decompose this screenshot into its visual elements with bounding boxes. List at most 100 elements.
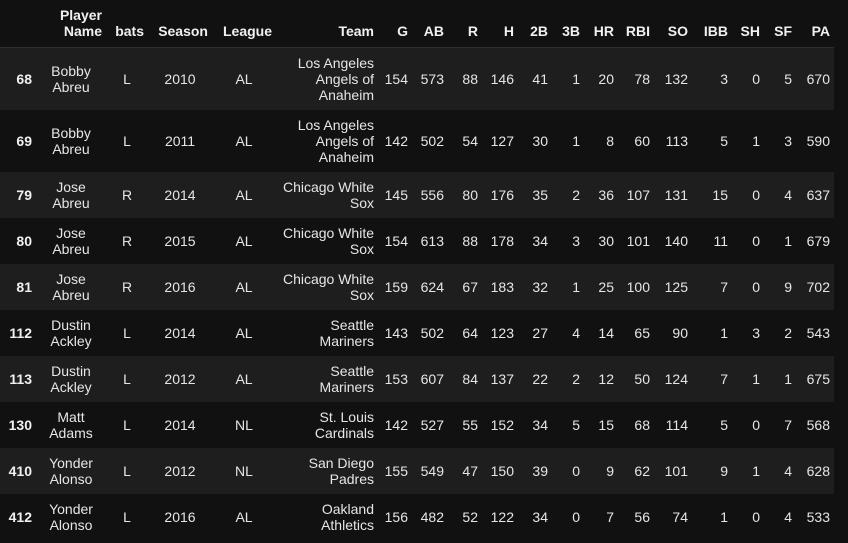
cell-ibb: 5 xyxy=(720,132,728,149)
cell-bats: L xyxy=(123,370,131,387)
cell-r: 84 xyxy=(462,370,478,387)
cell-season: 2014 xyxy=(164,324,196,341)
header-3b: 3B xyxy=(552,0,584,48)
table-row: 130 Matt Adams L 2014 NL St. Louis Cardinals 1… xyxy=(0,401,834,448)
cell-3b: 3 xyxy=(572,232,580,249)
header-r: R xyxy=(448,0,482,48)
cell-team: Chicago White Sox xyxy=(282,178,374,211)
cell-team: St. Louis Cardinals xyxy=(314,408,374,441)
header-ibb: IBB xyxy=(692,0,732,48)
cell-3b: 2 xyxy=(572,186,580,203)
cell-sh: 0 xyxy=(752,186,760,203)
header-row: Player Name bats Season League Team G AB… xyxy=(0,0,834,48)
table-row: 412 Yonder Alonso L 2016 AL Oakland Athletics… xyxy=(0,493,834,540)
cell-ab: 502 xyxy=(420,132,444,149)
cell-ibb: 11 xyxy=(713,232,728,249)
cell-pa: 679 xyxy=(806,232,830,249)
cell-player-name: Matt Adams xyxy=(49,408,93,441)
cell-h: 122 xyxy=(490,508,514,525)
cell-index: 81 xyxy=(16,278,32,295)
cell-h: 152 xyxy=(490,416,514,433)
cell-2b: 34 xyxy=(532,508,548,525)
cell-hr: 36 xyxy=(598,186,614,203)
cell-2b: 35 xyxy=(532,186,548,203)
cell-r: 88 xyxy=(462,232,478,249)
cell-sh: 0 xyxy=(752,232,760,249)
header-league: League xyxy=(212,0,276,48)
cell-ab: 549 xyxy=(420,462,444,479)
cell-ibb: 9 xyxy=(720,462,728,479)
cell-sf: 9 xyxy=(784,278,792,295)
cell-r: 88 xyxy=(462,70,478,87)
cell-season: 2014 xyxy=(164,416,196,433)
cell-player-name: Dustin Ackley xyxy=(50,362,92,395)
cell-bats: R xyxy=(121,278,133,295)
cell-season: 2012 xyxy=(164,370,196,387)
cell-rbi: 60 xyxy=(634,132,650,149)
cell-hr: 20 xyxy=(598,70,614,87)
cell-season: 2014 xyxy=(164,186,196,203)
cell-ibb: 1 xyxy=(720,324,728,341)
cell-2b: 39 xyxy=(532,462,548,479)
cell-bats: L xyxy=(123,508,131,525)
cell-h: 146 xyxy=(490,70,514,87)
cell-season: 2011 xyxy=(164,132,196,149)
cell-player-name: Jose Abreu xyxy=(52,270,90,303)
cell-bats: L xyxy=(123,462,131,479)
cell-index: 80 xyxy=(16,232,32,249)
cell-team: Seattle Mariners xyxy=(319,362,374,395)
cell-index: 410 xyxy=(8,462,32,479)
cell-sf: 7 xyxy=(784,416,792,433)
header-index xyxy=(0,0,36,48)
cell-team: Chicago White Sox xyxy=(282,224,374,257)
cell-index: 69 xyxy=(16,132,32,149)
cell-sh: 1 xyxy=(752,462,760,479)
header-sf: SF xyxy=(764,0,796,48)
cell-rbi: 101 xyxy=(626,232,650,249)
cell-pa: 533 xyxy=(806,508,830,525)
cell-so: 74 xyxy=(672,508,688,525)
cell-league: AL xyxy=(235,324,253,341)
cell-g: 154 xyxy=(384,232,408,249)
table-row: 112 Dustin Ackley L 2014 AL Seattle Mariners 1… xyxy=(0,309,834,356)
cell-ab: 482 xyxy=(420,508,444,525)
cell-3b: 1 xyxy=(572,70,580,87)
cell-so: 113 xyxy=(665,132,688,149)
cell-ibb: 7 xyxy=(720,278,728,295)
cell-so: 114 xyxy=(665,416,688,433)
cell-bats: L xyxy=(123,416,131,433)
cell-r: 47 xyxy=(462,462,478,479)
cell-g: 142 xyxy=(384,416,408,433)
cell-r: 80 xyxy=(462,186,478,203)
cell-ibb: 1 xyxy=(720,508,728,525)
cell-pa: 628 xyxy=(806,462,830,479)
cell-player-name: Jose Abreu xyxy=(52,224,90,257)
cell-league: AL xyxy=(235,370,253,387)
cell-league: AL xyxy=(235,278,253,295)
cell-rbi: 68 xyxy=(634,416,650,433)
cell-so: 125 xyxy=(664,278,688,295)
cell-ibb: 15 xyxy=(712,186,728,203)
cell-index: 113 xyxy=(9,370,32,387)
cell-hr: 15 xyxy=(598,416,614,433)
cell-bats: L xyxy=(123,324,131,341)
cell-so: 131 xyxy=(664,186,688,203)
cell-sf: 4 xyxy=(784,508,792,525)
cell-sf: 4 xyxy=(784,186,792,203)
header-sh: SH xyxy=(732,0,764,48)
cell-rbi: 78 xyxy=(634,70,650,87)
cell-sf: 1 xyxy=(784,232,792,249)
cell-season: 2012 xyxy=(164,462,196,479)
cell-3b: 4 xyxy=(572,324,580,341)
cell-team: Los Angeles Angels of Anaheim xyxy=(297,54,374,103)
cell-pa: 543 xyxy=(806,324,830,341)
cell-g: 159 xyxy=(384,278,408,295)
cell-h: 176 xyxy=(490,186,514,203)
table-row: 81 Jose Abreu R 2016 AL Chicago White Sox 159 6… xyxy=(0,263,834,310)
stats-dataframe-table: Player Name bats Season League Team G AB… xyxy=(0,0,834,540)
cell-g: 142 xyxy=(384,132,408,149)
cell-index: 79 xyxy=(16,186,32,203)
table-row: 69 Bobby Abreu L 2011 AL Los Angeles Angels o… xyxy=(0,109,834,172)
cell-2b: 41 xyxy=(532,70,548,87)
cell-rbi: 50 xyxy=(634,370,650,387)
